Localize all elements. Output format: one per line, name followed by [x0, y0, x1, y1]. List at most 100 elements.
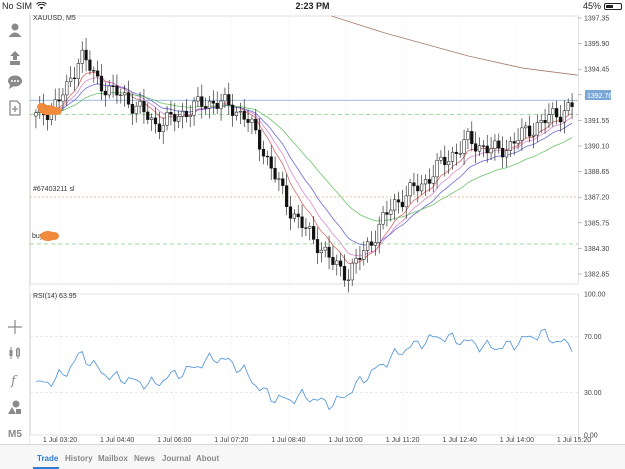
order-marker-buy[interactable]	[40, 231, 59, 241]
tab-about[interactable]: About	[196, 454, 220, 463]
candle-down	[412, 182, 416, 187]
order-icon[interactable]	[4, 48, 26, 68]
ma-red-line	[35, 71, 573, 264]
crosshair-icon[interactable]	[4, 317, 26, 337]
candle-up	[308, 226, 312, 229]
candle-down	[443, 156, 447, 166]
indicators-icon[interactable]: f	[4, 370, 26, 390]
candle-up	[207, 100, 212, 109]
candle-down	[92, 70, 96, 72]
candle-down	[416, 185, 420, 192]
rsi-indicator	[35, 328, 573, 411]
ma-pink-line	[35, 77, 573, 257]
candle-down	[512, 141, 516, 144]
candle-up	[531, 134, 536, 137]
profile-icon[interactable]	[4, 20, 26, 40]
price-tick-label: 1387.20	[584, 195, 609, 202]
candle-up	[119, 94, 123, 97]
candle-up	[362, 250, 366, 260]
candle-up	[177, 116, 181, 122]
candle-down	[327, 246, 331, 258]
candle-down	[88, 59, 92, 71]
price-tick-label: 1395.90	[584, 41, 609, 48]
candle-up	[65, 81, 69, 96]
time-tick-label: 1 Jul 04:40	[100, 437, 134, 444]
candle-down	[528, 125, 532, 137]
candle-up	[123, 92, 127, 96]
candle-down	[231, 104, 235, 116]
candle-down	[342, 266, 347, 281]
left-toolbar: f M5	[0, 12, 30, 464]
candle-down	[258, 129, 262, 150]
clock: 2:23 PM	[295, 1, 330, 11]
tab-trade[interactable]: Trade	[37, 454, 59, 463]
price-levels	[30, 99, 578, 245]
chat-icon[interactable]	[4, 72, 26, 92]
candle-down	[285, 185, 289, 207]
candle-up	[516, 140, 520, 144]
candle-up	[192, 100, 196, 116]
candle-up	[138, 100, 142, 107]
order-marker-top[interactable]	[37, 103, 62, 115]
candle-down	[242, 111, 246, 120]
candle-down	[126, 92, 131, 105]
candle-up	[350, 262, 354, 281]
candle-up	[354, 257, 358, 264]
candle-down	[558, 116, 563, 123]
candle-up	[292, 213, 296, 219]
status-bar: No SIM 2:23 PM 45%	[0, 0, 625, 12]
candle-up	[435, 160, 439, 178]
candle-down	[427, 179, 431, 184]
candle-down	[173, 114, 177, 122]
time-tick-label: 1 Jul 10:00	[328, 437, 362, 444]
time-tick-label: 1 Jul 07:20	[214, 437, 248, 444]
price-chart[interactable]: 1397.351395.901394.451393.001391.551390.…	[30, 12, 625, 444]
candle-up	[566, 102, 570, 111]
candle-down	[288, 206, 293, 219]
candle-down	[296, 213, 300, 218]
order-label: #67403211 sl	[33, 186, 75, 193]
timeframe-button[interactable]: M5	[8, 428, 22, 440]
candle-up	[404, 195, 408, 208]
rsi-pane-frame	[30, 293, 579, 436]
candle-down	[474, 143, 478, 152]
tab-news[interactable]: News	[134, 454, 155, 463]
new-document-icon[interactable]	[4, 98, 26, 118]
candle-up	[393, 199, 397, 211]
candle-down	[111, 85, 115, 87]
chart-type-icon[interactable]	[4, 343, 26, 363]
price-tick-label: 1397.35	[584, 16, 609, 23]
objects-icon[interactable]	[4, 397, 26, 417]
active-tab-indicator	[33, 467, 59, 469]
tab-mailbox[interactable]: Mailbox	[98, 454, 128, 463]
candle-up	[477, 145, 482, 152]
tab-journal[interactable]: Journal	[162, 454, 191, 463]
candle-down	[115, 85, 119, 96]
candles	[34, 37, 574, 293]
candle-up	[335, 260, 339, 265]
candle-up	[223, 94, 227, 102]
candle-down	[153, 117, 158, 125]
time-tick-label: 1 Jul 11:20	[386, 437, 420, 444]
tab-history[interactable]: History	[65, 454, 93, 463]
candle-down	[45, 114, 50, 120]
candle-down	[261, 149, 266, 157]
candle-down	[555, 108, 559, 118]
time-tick-label: 1 Jul 12:40	[443, 437, 477, 444]
candle-up	[373, 242, 377, 246]
candle-down	[72, 77, 77, 80]
price-tick-label: 1382.85	[584, 272, 609, 279]
price-tick-label: 1388.65	[584, 169, 609, 176]
candle-up	[188, 114, 192, 117]
candle-down	[481, 145, 485, 147]
rsi-tick-label: 0.00	[584, 433, 598, 440]
candle-down	[385, 212, 389, 215]
candle-down	[57, 99, 61, 102]
candle-down	[84, 49, 88, 61]
price-tick-label: 1384.30	[584, 246, 609, 253]
candle-up	[165, 112, 169, 126]
chart-area[interactable]: 1397.351395.901394.451393.001391.551390.…	[30, 12, 625, 444]
candle-up	[277, 178, 281, 180]
candle-up	[462, 139, 466, 154]
battery-level	[606, 4, 613, 8]
